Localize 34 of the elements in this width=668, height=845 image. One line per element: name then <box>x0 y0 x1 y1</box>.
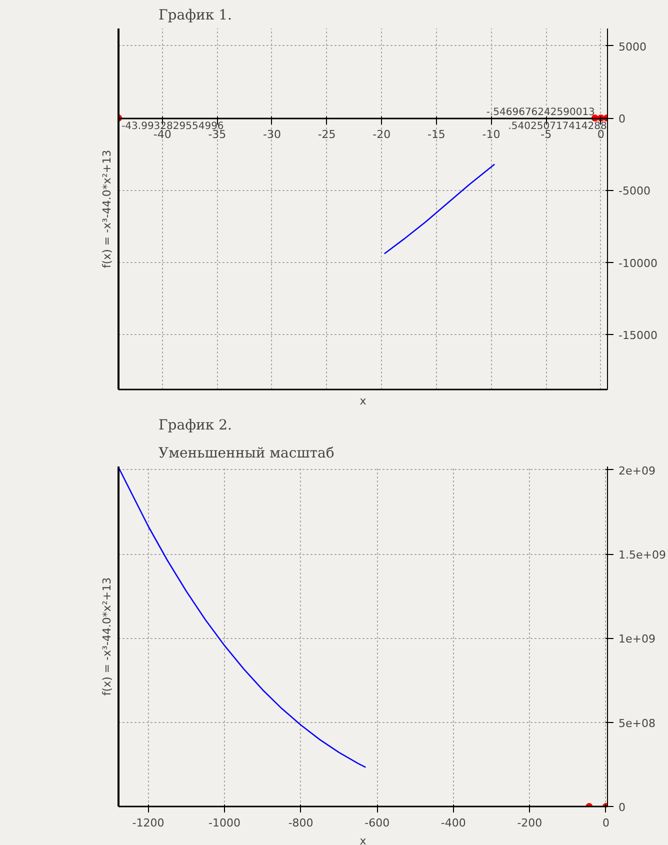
x-tick-label: -20 <box>372 128 391 142</box>
chart-title: График 2. <box>158 418 232 434</box>
y-axis-title: f(x) = -x³-44.0*x²+13 <box>100 150 114 268</box>
chart-subtitle: Уменьшенный масштаб <box>158 446 334 462</box>
x-tick-label: 0 <box>602 816 610 830</box>
x-tick-label: -1200 <box>132 816 164 830</box>
y-tick-label: 5000 <box>618 40 646 54</box>
x-tick-label: -35 <box>208 128 226 142</box>
x-tick-label: -800 <box>288 816 314 830</box>
x-tick-label: -25 <box>318 128 336 142</box>
x-tick-label: 0 <box>597 128 604 142</box>
x-tick-label: -40 <box>153 128 172 142</box>
x-tick-label: -5 <box>540 128 552 142</box>
x-tick-label: -200 <box>517 816 542 830</box>
y-tick-label: 0 <box>618 112 626 126</box>
y-axis-title: f(x) = -x³-44.0*x²+13 <box>100 577 114 696</box>
y-tick-label: -15000 <box>618 329 658 342</box>
y-tick-label: -10000 <box>618 256 658 270</box>
chart-title: График 1. <box>158 8 232 24</box>
y-tick-label: 0 <box>618 801 626 814</box>
y-tick-label: 5e+08 <box>618 716 656 730</box>
x-tick-label: -10 <box>482 128 500 142</box>
y-tick-label: 2e+09 <box>618 464 656 478</box>
annotation: -.5469676242590013 <box>486 107 595 118</box>
x-axis-title: x <box>360 394 367 408</box>
x-tick-label: -30 <box>263 128 281 142</box>
x-tick-label: -600 <box>364 816 390 830</box>
x-axis-title: x <box>360 834 367 845</box>
x-tick-label: -1000 <box>208 816 241 830</box>
x-tick-label: -400 <box>440 816 466 830</box>
y-tick-label: 1.5e+09 <box>618 548 666 562</box>
x-tick-label: -15 <box>427 128 446 142</box>
y-tick-label: 1e+09 <box>618 632 656 646</box>
y-tick-label: -5000 <box>618 184 650 198</box>
